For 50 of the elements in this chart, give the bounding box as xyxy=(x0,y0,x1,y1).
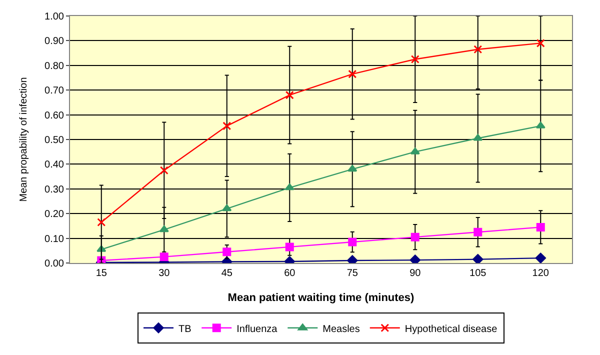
y-axis-title: Mean propability of infection xyxy=(18,77,30,202)
point xyxy=(535,252,546,263)
point xyxy=(285,90,294,100)
y-tick-label: 0.10 xyxy=(44,234,64,245)
point xyxy=(536,38,545,48)
point xyxy=(474,228,482,236)
point xyxy=(473,134,483,141)
point xyxy=(536,222,545,232)
x-tick-label: 75 xyxy=(346,268,358,279)
point xyxy=(348,238,357,246)
x-tick-label: 90 xyxy=(410,268,422,279)
point xyxy=(472,254,484,263)
point xyxy=(222,122,232,130)
point xyxy=(160,166,168,175)
point xyxy=(160,252,168,262)
point xyxy=(97,218,106,226)
point xyxy=(222,204,232,212)
point xyxy=(410,254,420,263)
y-tick-label: 0.60 xyxy=(44,110,64,122)
point xyxy=(410,148,420,154)
point xyxy=(348,164,358,172)
y-tick-label: 0.00 xyxy=(44,258,64,270)
y-tick-label: 0.30 xyxy=(44,184,64,196)
legend-label: TB xyxy=(178,324,192,335)
x-tick-label: 15 xyxy=(96,268,108,279)
point xyxy=(285,242,294,252)
legend-label: Influenza xyxy=(236,324,278,335)
point xyxy=(348,70,357,78)
point xyxy=(159,225,169,232)
y-tick-label: 0.90 xyxy=(44,36,64,48)
point xyxy=(474,45,482,54)
legend-label: Hypothetical disease xyxy=(404,324,498,335)
x-tick-label: 105 xyxy=(470,268,487,279)
x-axis-title: Mean patient waiting time (minutes) xyxy=(228,292,415,304)
legend-label: Measles xyxy=(322,324,360,335)
point xyxy=(222,248,232,256)
point xyxy=(284,183,294,190)
y-tick-label: 0.20 xyxy=(44,209,64,220)
y-tick-label: 0.40 xyxy=(44,160,64,171)
x-tick-label: 60 xyxy=(284,268,296,279)
x-tick-label: 30 xyxy=(158,268,170,279)
point xyxy=(410,54,420,64)
point xyxy=(410,232,420,242)
y-tick-label: 0.50 xyxy=(44,135,64,146)
y-tick-label: 0.70 xyxy=(44,86,64,97)
y-tick-label: 0.80 xyxy=(44,60,64,72)
y-tick-label: 1.00 xyxy=(44,12,64,22)
x-tick-label: 45 xyxy=(221,268,233,279)
x-tick-label: 120 xyxy=(532,268,550,279)
point xyxy=(536,122,546,128)
